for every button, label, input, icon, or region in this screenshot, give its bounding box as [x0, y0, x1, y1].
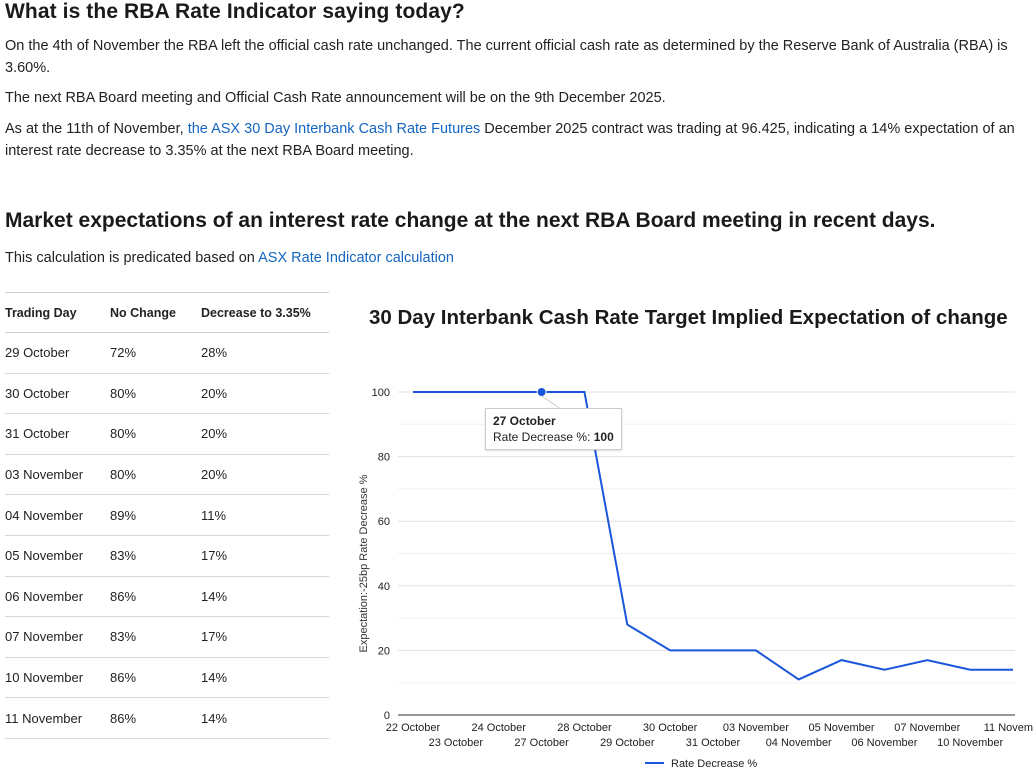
- cell-decrease: 28%: [201, 332, 329, 374]
- cell-decrease: 20%: [201, 373, 329, 415]
- intro-paragraph-1: On the 4th of November the RBA left the …: [5, 38, 1008, 76]
- x-tick-label: 04 November: [766, 737, 832, 749]
- cell-trading-day: 03 November: [5, 454, 110, 496]
- cell-no-change: 83%: [110, 535, 201, 577]
- expectations-table: Trading Day No Change Decrease to 3.35% …: [5, 292, 329, 739]
- intro-paragraph-2: The next RBA Board meeting and Official …: [5, 90, 666, 106]
- table-row: 07 November 83% 17%: [5, 616, 329, 658]
- x-tick-label: 28 October: [557, 722, 612, 734]
- x-tick-label: 24 October: [472, 722, 527, 734]
- x-tick-label: 29 October: [600, 737, 655, 749]
- cell-trading-day: 04 November: [5, 494, 110, 536]
- cell-decrease: 20%: [201, 413, 329, 455]
- intro-paragraph-3: As at the 11th of November, the ASX 30 D…: [5, 118, 1033, 162]
- highlighted-point: [536, 387, 547, 397]
- cell-decrease: 20%: [201, 454, 329, 496]
- legend-label: Rate Decrease %: [671, 758, 757, 770]
- y-tick-label: 100: [372, 387, 390, 399]
- y-tick-label: 20: [378, 645, 390, 657]
- table-body: 29 October 72% 28% 30 October 80% 20% 31 Octob…: [5, 332, 329, 739]
- cell-decrease: 14%: [201, 657, 329, 699]
- cell-trading-day: 11 November: [5, 697, 110, 739]
- x-tick-label: 11 Novem...: [984, 722, 1033, 734]
- cell-no-change: 83%: [110, 616, 201, 658]
- cell-decrease: 11%: [201, 494, 329, 536]
- tooltip-pointer: [541, 395, 560, 409]
- cell-no-change: 86%: [110, 697, 201, 739]
- calc-note-prefix: This calculation is predicated based on: [5, 250, 259, 266]
- header-no-change: No Change: [110, 292, 201, 333]
- table-row: 31 October 80% 20%: [5, 413, 329, 455]
- cell-trading-day: 05 November: [5, 535, 110, 577]
- tooltip-value: 100: [593, 430, 614, 444]
- x-tick-label: 06 November: [851, 737, 917, 749]
- x-tick-label: 10 November: [937, 737, 1003, 749]
- table-row: 30 October 80% 20%: [5, 373, 329, 415]
- x-tick-label: 31 October: [686, 737, 741, 749]
- cell-trading-day: 10 November: [5, 657, 110, 699]
- cell-no-change: 72%: [110, 332, 201, 374]
- cell-no-change: 89%: [110, 494, 201, 536]
- y-tick-label: 40: [378, 581, 390, 593]
- table-row: 03 November 80% 20%: [5, 454, 329, 496]
- table-row: 06 November 86% 14%: [5, 576, 329, 618]
- tooltip-label: Rate Decrease %:: [493, 430, 594, 444]
- tooltip-title: 27 October: [493, 414, 556, 428]
- cell-trading-day: 29 October: [5, 332, 110, 374]
- x-tick-label: 07 November: [894, 722, 960, 734]
- intro-p3-prefix: As at the 11th of November,: [5, 121, 188, 137]
- tooltip-row: Rate Decrease %: 100: [493, 429, 614, 445]
- table-header-row: Trading Day No Change Decrease to 3.35%: [5, 292, 329, 333]
- table-row: 05 November 83% 17%: [5, 535, 329, 577]
- x-tick-label: 30 October: [643, 722, 698, 734]
- cell-trading-day: 07 November: [5, 616, 110, 658]
- cell-no-change: 86%: [110, 657, 201, 699]
- x-tick-label: 23 October: [429, 737, 484, 749]
- x-tick-label: 05 November: [809, 722, 875, 734]
- asx-futures-link[interactable]: the ASX 30 Day Interbank Cash Rate Futur…: [187, 121, 481, 137]
- x-tick-label: 03 November: [723, 722, 789, 734]
- market-expectations-heading: Market expectations of an interest rate …: [5, 209, 936, 232]
- y-tick-label: 60: [378, 516, 390, 528]
- y-tick-label: 0: [384, 710, 390, 722]
- cell-no-change: 80%: [110, 373, 201, 415]
- x-tick-label: 22 October: [386, 722, 441, 734]
- asx-rate-indicator-link[interactable]: ASX Rate Indicator calculation: [258, 250, 454, 266]
- cell-decrease: 14%: [201, 576, 329, 618]
- header-trading-day: Trading Day: [5, 292, 110, 333]
- cell-no-change: 80%: [110, 413, 201, 455]
- intro-p3-suffix: December 2025 contract was trading at 96…: [5, 121, 1015, 159]
- cell-decrease: 17%: [201, 535, 329, 577]
- y-axis-label: Expectation:-25bp Rate Decrease %: [358, 474, 370, 652]
- table-row: 29 October 72% 28%: [5, 332, 329, 374]
- cell-no-change: 86%: [110, 576, 201, 618]
- cell-no-change: 80%: [110, 454, 201, 496]
- chart-title: 30 Day Interbank Cash Rate Target Implie…: [369, 306, 1008, 329]
- cell-decrease: 17%: [201, 616, 329, 658]
- page-heading: What is the RBA Rate Indicator saying to…: [5, 0, 465, 23]
- table-row: 11 November 86% 14%: [5, 697, 329, 739]
- x-tick-label: 27 October: [514, 737, 569, 749]
- cell-decrease: 14%: [201, 697, 329, 739]
- y-tick-label: 80: [378, 452, 390, 464]
- table-row: 10 November 86% 14%: [5, 657, 329, 699]
- header-decrease: Decrease to 3.35%: [201, 292, 329, 333]
- cell-trading-day: 31 October: [5, 413, 110, 455]
- line-chart: 0 20 40 60 80 100 22 October 23 October 24 Octob…: [358, 387, 1033, 770]
- calc-note: This calculation is predicated based on …: [5, 248, 454, 268]
- cell-trading-day: 30 October: [5, 373, 110, 415]
- chart-tooltip: 27 October Rate Decrease %: 100: [485, 408, 622, 450]
- cell-trading-day: 06 November: [5, 576, 110, 618]
- table-row: 04 November 89% 11%: [5, 494, 329, 536]
